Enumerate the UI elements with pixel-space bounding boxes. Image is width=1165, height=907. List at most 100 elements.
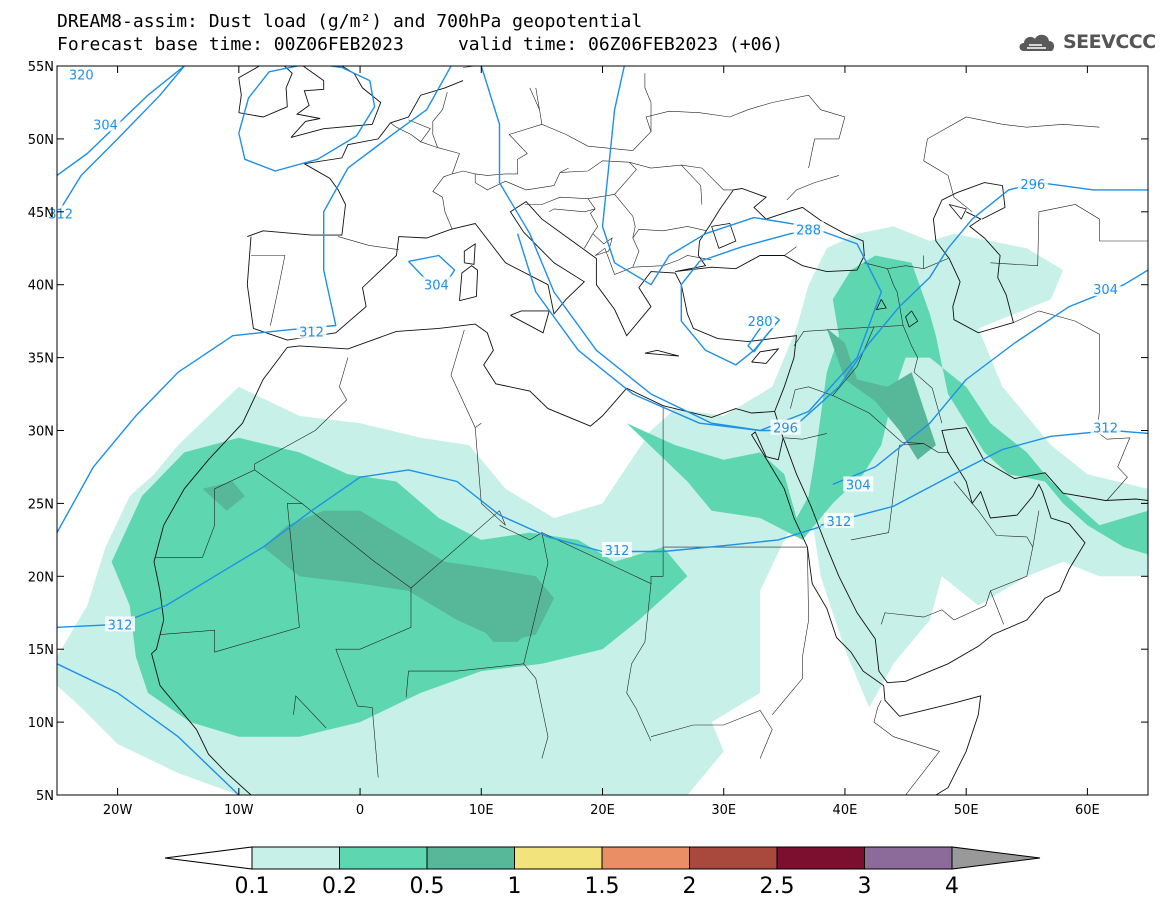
country-border-20 [790, 326, 875, 409]
lon-tick-label: 40E [833, 803, 858, 818]
country-border-5 [301, 503, 412, 650]
contour-label-bg [793, 221, 824, 237]
country-border-53 [408, 119, 431, 142]
lat-tick-label: 25N [28, 497, 54, 512]
lon-tick-label: 10W [224, 803, 254, 818]
country-border-11 [523, 532, 549, 759]
dust-region-3 [263, 510, 554, 642]
contour-label: 312 [826, 515, 851, 530]
country-border-15 [626, 583, 652, 742]
lake-outline-2 [875, 299, 887, 311]
coastline-6 [463, 243, 476, 265]
country-border-56 [784, 246, 797, 256]
contour-label: 304 [1093, 283, 1118, 298]
dust-region-5 [826, 328, 936, 460]
contour-label-bg [105, 616, 136, 632]
map-title-line1: DREAM8-assim: Dust load (g/m²) and 700hP… [57, 11, 643, 32]
country-border-48 [632, 237, 640, 268]
geopotential-contour-304 [57, 663, 240, 795]
country-border-42 [524, 196, 599, 249]
contour-label: 312 [48, 207, 73, 222]
country-border-46 [681, 164, 703, 205]
cloud-logo-icon [1019, 34, 1055, 51]
country-border-8 [410, 510, 500, 589]
country-border-45 [629, 161, 734, 191]
coastline-3 [290, 66, 325, 138]
country-border-19 [595, 247, 633, 275]
country-border-31 [850, 443, 924, 541]
contour-label: 304 [424, 279, 449, 294]
country-border-27 [990, 204, 1148, 267]
map-title-line2: Forecast base time: 00Z06FEB2023 valid t… [57, 34, 784, 55]
contour-label-bg [1090, 281, 1121, 297]
country-border-28 [1013, 310, 1100, 351]
coastline-0 [151, 201, 798, 795]
coastline-1 [247, 80, 464, 238]
country-border-6 [450, 329, 506, 526]
lat-tick-label: 30N [28, 425, 54, 440]
coastline-8 [644, 349, 680, 357]
country-border-29 [1096, 350, 1131, 501]
coastline-5 [459, 265, 479, 302]
country-border-30 [923, 116, 1100, 213]
lon-tick-label: 10E [469, 803, 494, 818]
country-border-36 [632, 94, 846, 169]
country-border-1 [338, 236, 399, 250]
contour-label: 304 [93, 118, 118, 133]
country-border-26 [923, 258, 949, 269]
coastlines [151, 66, 1148, 795]
country-border-3 [155, 464, 255, 558]
dust-region-4 [202, 481, 245, 511]
country-border-13 [293, 695, 327, 729]
contour-label: 296 [1020, 178, 1045, 193]
contour-label-bg [1090, 419, 1121, 435]
country-border-7 [475, 422, 482, 428]
lat-tick-label: 20N [28, 570, 54, 585]
contour-label-bg [296, 323, 327, 339]
lake-outline-3 [948, 204, 967, 220]
coastline-7 [510, 310, 550, 334]
geopotential-contour-288 [516, 66, 882, 432]
lat-tick-label: 15N [28, 643, 54, 658]
country-border-41 [474, 167, 569, 191]
coastline-4 [238, 66, 293, 118]
country-border-35 [873, 700, 941, 795]
contour-label: 312 [1093, 422, 1118, 437]
country-border-17 [771, 547, 809, 715]
contour-label: 296 [773, 422, 798, 437]
country-border-25 [864, 262, 888, 269]
country-border-49 [632, 259, 680, 268]
geopotential-contour-296 [480, 66, 791, 432]
contour-label-bg [66, 66, 97, 82]
contour-label-bg [745, 313, 776, 329]
country-border-2 [254, 357, 349, 465]
contour-label-bg [770, 419, 801, 435]
lon-tick-label: 30E [711, 803, 736, 818]
coastline-12 [751, 411, 982, 795]
lat-tick-label: 55N [28, 60, 54, 75]
lake-outline-0 [711, 223, 737, 249]
contour-label: 312 [605, 544, 630, 559]
country-border-43 [549, 208, 596, 213]
country-border-40 [432, 124, 542, 230]
geopotential-contour-312 [57, 469, 821, 628]
lon-tick-label: 60E [1075, 803, 1100, 818]
contour-label-bg [90, 116, 121, 132]
country-border-52 [432, 92, 448, 148]
country-border-47 [614, 194, 707, 239]
contour-label: 320 [69, 69, 94, 84]
contour-labels: 320 304 312 304 312 288 280 296 304 296 304 312 312 3… [45, 66, 1121, 633]
country-border-51 [390, 122, 460, 154]
lon-tick-label: 20E [590, 803, 615, 818]
coastline-9 [751, 348, 780, 364]
country-border-54 [451, 153, 460, 175]
contour-label: 304 [846, 478, 871, 493]
lat-tick-label: 5N [36, 789, 54, 804]
country-border-50 [592, 233, 613, 256]
coastline-2 [290, 66, 382, 138]
dust-region-6 [475, 605, 536, 642]
lat-tick-label: 40N [28, 279, 54, 294]
country-border-22 [784, 433, 827, 440]
country-border-21 [832, 395, 950, 453]
contour-label-bg [602, 542, 633, 558]
